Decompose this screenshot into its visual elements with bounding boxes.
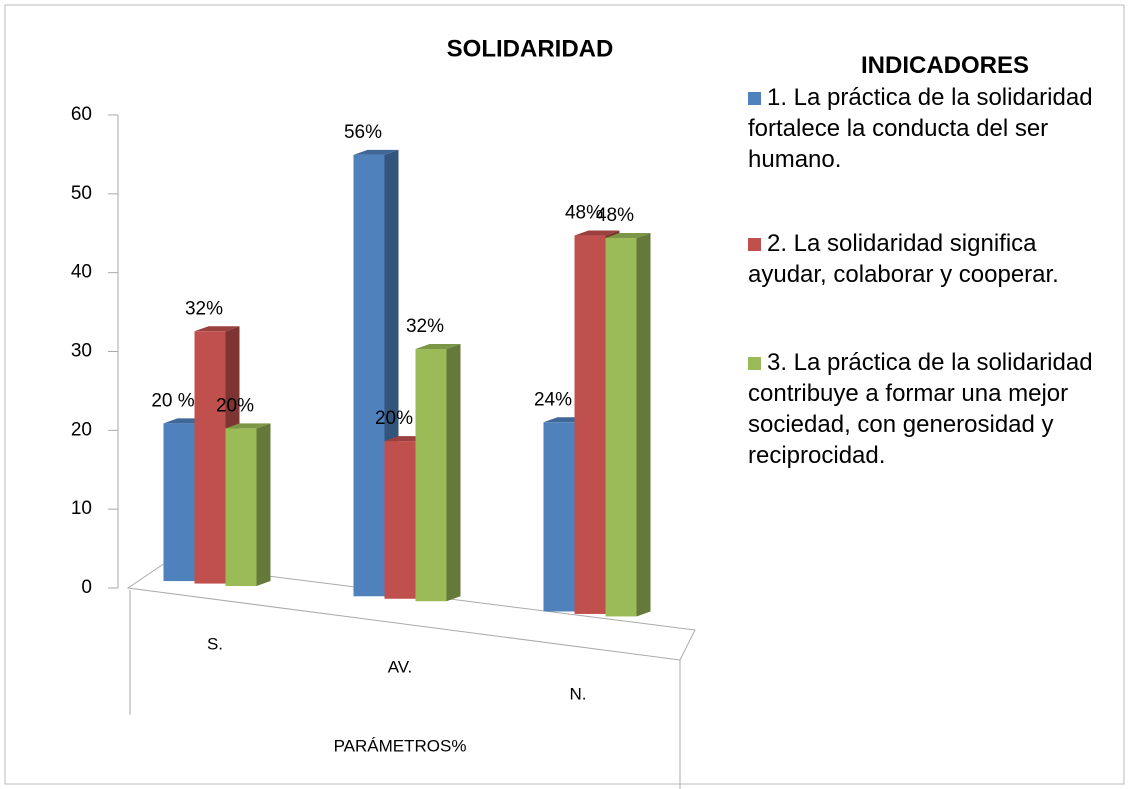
bar-top: [605, 233, 651, 239]
legend-swatch: [748, 92, 761, 105]
chart-title: SOLIDARIDAD: [447, 35, 614, 62]
x-tick-label: S.: [207, 634, 223, 653]
legend-swatch: [748, 238, 761, 251]
bar-top: [225, 423, 271, 429]
bar: [163, 423, 195, 582]
floor: [126, 562, 696, 661]
bar-side: [256, 423, 271, 587]
bar: [605, 238, 637, 617]
bar-top: [574, 230, 620, 236]
y-tick-label: 60: [71, 104, 92, 125]
frame: [4, 4, 1125, 785]
legend-item: 2. La solidaridad significa ayudar, cola…: [748, 228, 1118, 290]
x-tick-label: N.: [570, 684, 587, 703]
y-tick-label: 50: [71, 183, 92, 204]
data-label: 48%: [596, 205, 634, 226]
data-label: 32%: [185, 298, 223, 319]
y-tick-label: 0: [81, 577, 92, 598]
y-tick-label: 30: [71, 341, 92, 362]
legend-label: 1. La práctica de la solidaridad fortale…: [748, 84, 1093, 173]
y-tick-label: 20: [71, 419, 92, 440]
bar-top: [415, 343, 461, 349]
bar: [225, 428, 257, 587]
bar: [353, 154, 385, 597]
bar-top: [194, 326, 240, 332]
data-label: 20 %: [151, 390, 194, 411]
legend-title: INDICADORES: [860, 52, 1029, 79]
bar-side: [636, 233, 651, 617]
bar: [415, 348, 447, 602]
legend-swatch: [748, 357, 761, 370]
legend-label: 3. La práctica de la solidaridad contrib…: [748, 349, 1093, 469]
data-label: 48%: [565, 203, 603, 224]
x-axis-label: PARÁMETROS%: [334, 736, 467, 755]
data-label: 24%: [534, 389, 572, 410]
data-label: 20%: [216, 395, 254, 416]
bar-top: [353, 149, 399, 155]
bar-side: [446, 343, 461, 602]
y-tick-label: 40: [71, 262, 92, 283]
bar: [543, 422, 575, 612]
y-tick-label: 10: [71, 498, 92, 519]
data-label: 32%: [406, 316, 444, 337]
x-tick-label: AV.: [388, 657, 413, 676]
bar: [194, 331, 226, 584]
data-label: 20%: [375, 408, 413, 429]
legend-item: 3. La práctica de la solidaridad contrib…: [748, 347, 1118, 471]
bar: [574, 235, 606, 614]
legend-label: 2. La solidaridad significa ayudar, cola…: [748, 230, 1059, 288]
data-label: 56%: [344, 122, 382, 143]
legend-item: 1. La práctica de la solidaridad fortale…: [748, 82, 1118, 175]
bar: [384, 441, 416, 599]
